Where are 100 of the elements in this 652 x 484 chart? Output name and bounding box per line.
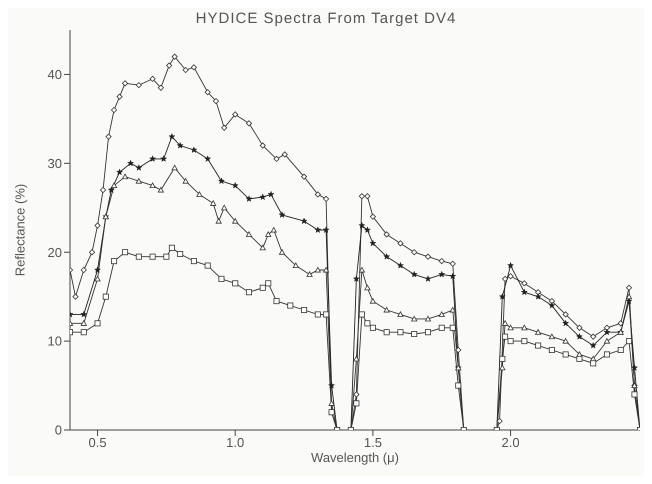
x-axis-title: Wavelength (μ) [311,450,399,465]
point [455,382,462,389]
point [80,329,87,336]
point [499,293,506,300]
y-tick-label: 0 [54,422,62,438]
point [172,54,178,60]
point [507,262,514,268]
point [106,134,112,140]
point [268,191,274,198]
point [521,280,528,286]
point [246,289,252,296]
point [521,338,528,344]
point [502,276,508,282]
point [450,260,456,267]
point [322,226,330,233]
point [604,328,610,335]
point [323,311,330,318]
point [150,254,156,260]
point [204,156,211,162]
point [94,320,101,326]
x-tick-label: 2.0 [502,435,520,450]
point [221,204,228,210]
point [89,249,96,256]
point [450,324,456,331]
point [221,124,228,131]
point [626,338,632,344]
point [508,338,514,344]
point [190,146,198,153]
point [260,194,266,200]
point [562,338,569,344]
point [122,249,128,256]
point [279,249,286,255]
point [163,254,170,260]
y-tick-label: 20 [48,244,62,260]
point [260,244,266,250]
point [274,156,280,162]
point [370,324,376,331]
point [218,276,224,282]
point [100,187,106,193]
point [160,156,167,162]
chart-title: HYDICE Spectra From Target DV4 [194,10,458,27]
point [424,254,431,260]
point [218,178,225,184]
point [80,311,87,318]
point [521,288,528,295]
point [438,271,445,278]
point [397,262,404,268]
point [94,266,101,273]
y-tick-label: 10 [48,334,62,349]
point [204,89,211,96]
point [265,280,272,286]
point [204,262,211,269]
point [282,151,288,158]
point [260,284,266,291]
point [80,267,87,273]
point [111,258,118,264]
x-tick-label: 1.0 [226,435,244,450]
point [116,168,123,175]
point [353,276,360,282]
point [168,133,176,140]
point [384,329,390,336]
point [190,258,197,264]
point [150,76,156,82]
point [364,226,371,233]
point [631,364,638,371]
point [364,320,370,326]
x-tick-label: 1.5 [364,435,382,450]
point [358,222,366,228]
point [314,311,321,318]
point [604,351,610,358]
point [274,298,280,304]
point [116,94,123,100]
point [136,164,142,171]
point [278,212,286,218]
point [172,164,178,170]
point [383,253,390,260]
point [177,251,184,257]
point [590,334,596,340]
point [158,84,164,91]
point [502,334,508,340]
point [136,178,142,184]
point [631,382,638,388]
point [260,142,266,149]
point [370,214,376,220]
point [190,64,197,70]
point [136,254,142,260]
point [182,178,189,184]
y-tick-label: 30 [48,156,62,171]
point [328,382,335,388]
point [111,107,118,113]
point [168,244,175,251]
point [127,160,134,166]
point [358,311,365,318]
point [102,294,109,300]
y-axis-title: Reflectance (%) [12,184,28,276]
point [548,334,555,340]
point [301,307,308,313]
point [136,82,142,88]
point [232,280,238,286]
point [176,142,184,148]
